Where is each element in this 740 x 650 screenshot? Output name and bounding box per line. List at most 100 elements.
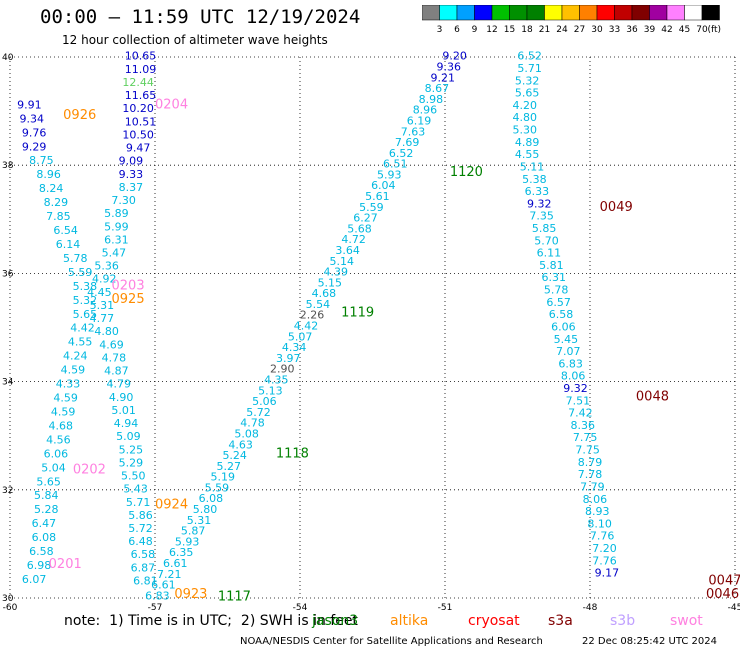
track-far-left: 9.919.349.769.298.758.968.248.297.856.54…	[17, 98, 97, 586]
satellite-legend-cryosat: cryosat	[468, 613, 520, 629]
y-tick-label: 40	[2, 53, 14, 63]
swh-value: 6.11	[537, 247, 562, 260]
swh-value: 5.07	[288, 330, 313, 343]
swh-value: 4.55	[515, 148, 540, 161]
swh-value: 8.67	[425, 82, 450, 95]
colorbar-unit: (ft)	[708, 25, 722, 35]
x-tick-label: -51	[438, 603, 453, 613]
colorbar-tick-label: 39	[644, 25, 656, 35]
swh-value: 5.38	[522, 173, 547, 186]
track-1117-1120: 9.209.369.218.678.988.966.197.637.696.52…	[145, 50, 467, 603]
pass-time-label: 0049	[600, 200, 633, 215]
swh-value: 6.52	[389, 147, 414, 160]
swh-value: 5.32	[73, 294, 98, 307]
x-tick-label: -57	[148, 603, 163, 613]
y-tick-label: 36	[2, 269, 14, 279]
colorbar-tick-label: 6	[454, 25, 460, 35]
swh-value: 4.59	[61, 364, 86, 377]
colorbar-tick-label: 36	[626, 25, 638, 35]
swh-value: 5.99	[104, 220, 129, 233]
swh-value: 7.75	[575, 444, 600, 457]
swh-value: 5.70	[534, 234, 559, 247]
swh-value: 5.13	[258, 384, 283, 397]
swh-value: 3.97	[276, 352, 301, 365]
swh-value: 5.71	[517, 62, 542, 75]
pass-time-label: 0923	[174, 587, 207, 602]
colorbar-tick-label: 12	[486, 25, 497, 35]
swh-value: 5.43	[123, 483, 148, 496]
swh-value: 7.76	[592, 554, 617, 567]
swh-value: 5.04	[41, 461, 66, 474]
swh-value: 8.75	[29, 154, 54, 167]
swh-value: 6.31	[104, 233, 129, 246]
colorbar-tick-label: 3	[437, 25, 443, 35]
swh-value: 5.31	[187, 514, 212, 527]
map-subtitle: 12 hour collection of altimeter wave hei…	[62, 33, 328, 47]
swh-value: 6.83	[145, 589, 170, 602]
swh-value: 7.85	[46, 210, 71, 223]
swh-value: 6.04	[371, 179, 396, 192]
swh-value: 9.17	[595, 567, 620, 580]
swh-value: 7.07	[556, 345, 581, 358]
swh-value: 4.63	[228, 438, 253, 451]
swh-value: 6.07	[22, 573, 47, 586]
swh-value: 2.26	[300, 309, 325, 322]
swh-value: 5.59	[359, 201, 384, 214]
swh-value: 4.42	[70, 322, 95, 335]
swh-value: 4.68	[312, 287, 337, 300]
swh-value: 6.33	[525, 185, 550, 198]
swh-value: 8.96	[413, 104, 438, 117]
swh-value: 6.87	[131, 561, 156, 574]
swh-value: 6.58	[131, 548, 156, 561]
x-tick-label: -45	[728, 603, 740, 613]
swh-value: 8.06	[583, 493, 608, 506]
swh-value: 5.09	[116, 430, 141, 443]
swh-value: 5.65	[515, 87, 540, 100]
swh-value: 6.06	[44, 447, 69, 460]
swh-value: 4.79	[107, 378, 132, 391]
swh-value: 4.59	[51, 405, 76, 418]
swh-value: 7.30	[111, 194, 136, 207]
colorbar-tick-label: 18	[521, 25, 533, 35]
swh-value: 6.52	[517, 50, 542, 63]
swh-value: 12.44	[122, 76, 154, 89]
track-left-mid: 10.6511.0912.4411.6510.2010.5110.509.479…	[87, 50, 157, 588]
swh-value: 5.24	[222, 449, 247, 462]
swh-value: 4.34	[282, 341, 307, 354]
swh-value: 5.65	[73, 308, 98, 321]
swh-value: 9.32	[563, 382, 588, 395]
y-tick-label: 34	[2, 378, 14, 388]
swh-value: 10.51	[125, 115, 157, 128]
colorbar-legend: 3 6 9 12 15 18 21 24 27 30 33 36 39 42 45 70 (ft)	[422, 5, 722, 35]
swh-value: 4.72	[341, 233, 366, 246]
map-title: 00:00 – 11:59 UTC 12/19/2024	[40, 6, 361, 28]
swh-value: 5.87	[181, 525, 206, 538]
pass-time-label: 0047	[708, 573, 740, 588]
colorbar-tick-label: 15	[504, 25, 515, 35]
swh-value: 6.98	[27, 559, 52, 572]
satellite-legend-s3b: s3b	[610, 613, 636, 629]
swh-value: 5.81	[539, 259, 564, 272]
swh-value: 2.90	[270, 363, 295, 376]
swh-value: 5.14	[329, 255, 354, 268]
swh-value: 9.32	[527, 197, 552, 210]
swh-value: 5.38	[73, 280, 98, 293]
swh-value: 7.35	[529, 210, 554, 223]
swh-value: 5.27	[217, 460, 242, 473]
swh-value: 6.83	[558, 357, 583, 370]
swh-value: 5.31	[90, 299, 115, 312]
pass-time-label: 0202	[73, 463, 106, 478]
swh-value: 9.36	[436, 60, 461, 73]
swh-value: 6.19	[407, 114, 432, 127]
swh-value: 6.27	[353, 212, 378, 225]
swh-value: 5.80	[193, 503, 218, 516]
swh-value: 5.68	[347, 222, 372, 235]
swh-value: 5.28	[34, 503, 59, 516]
footer-source: NOAA/NESDIS Center for Satellite Applica…	[240, 636, 543, 647]
swh-value: 5.86	[128, 509, 153, 522]
swh-value: 10.20	[122, 102, 154, 115]
satellite-legend-altika: altika	[390, 613, 429, 629]
swh-value: 8.93	[585, 505, 610, 518]
swh-value: 7.51	[566, 394, 591, 407]
swh-value: 5.78	[63, 252, 88, 265]
